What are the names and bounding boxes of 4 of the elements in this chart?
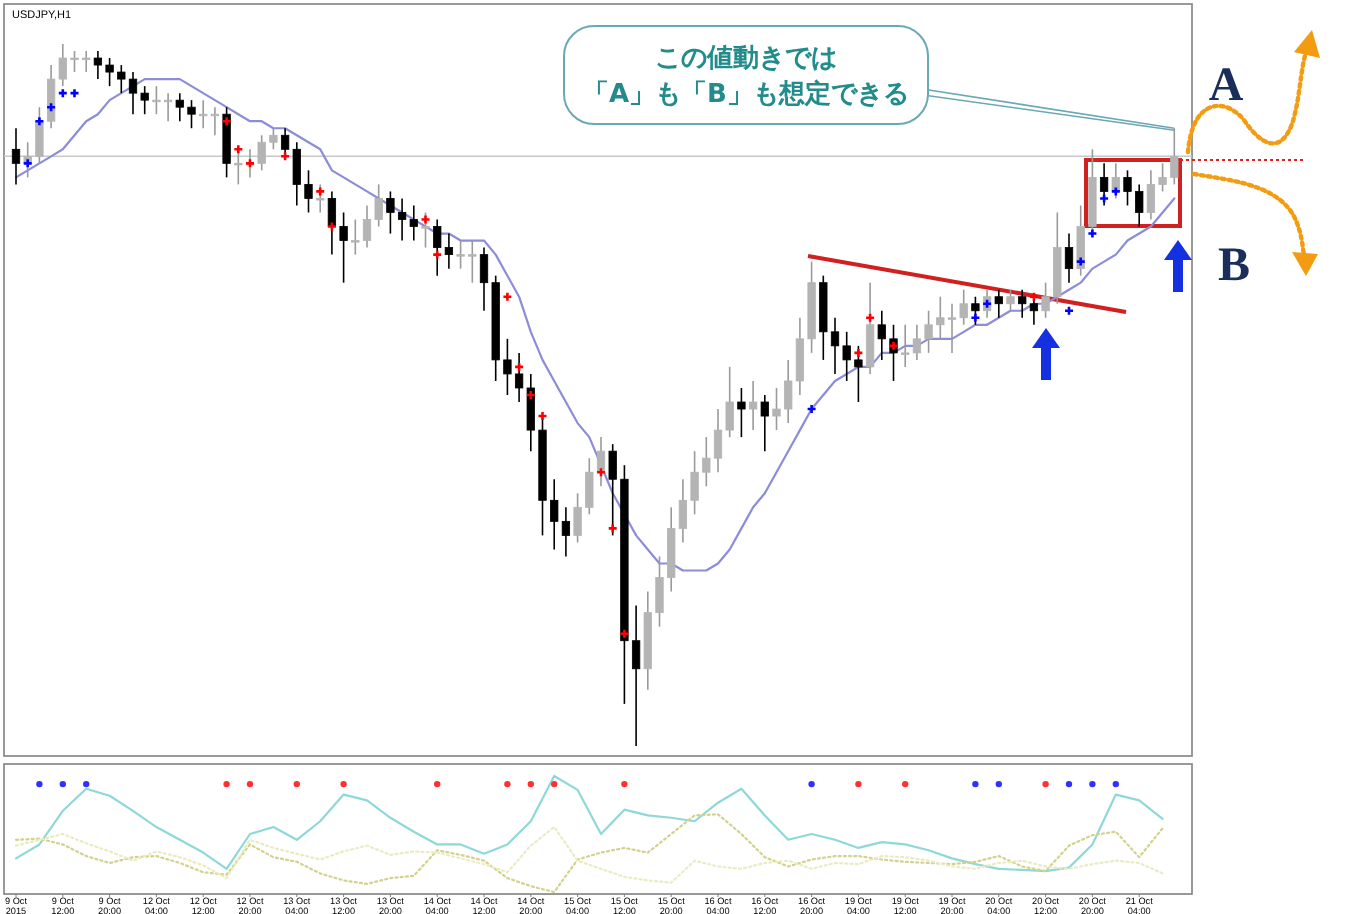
text: A bbox=[1208, 60, 1245, 112]
annotation: この値動きでは bbox=[655, 44, 837, 74]
text: B bbox=[1217, 240, 1251, 292]
annotation: 「A」も「B」も想定できる bbox=[583, 78, 909, 110]
